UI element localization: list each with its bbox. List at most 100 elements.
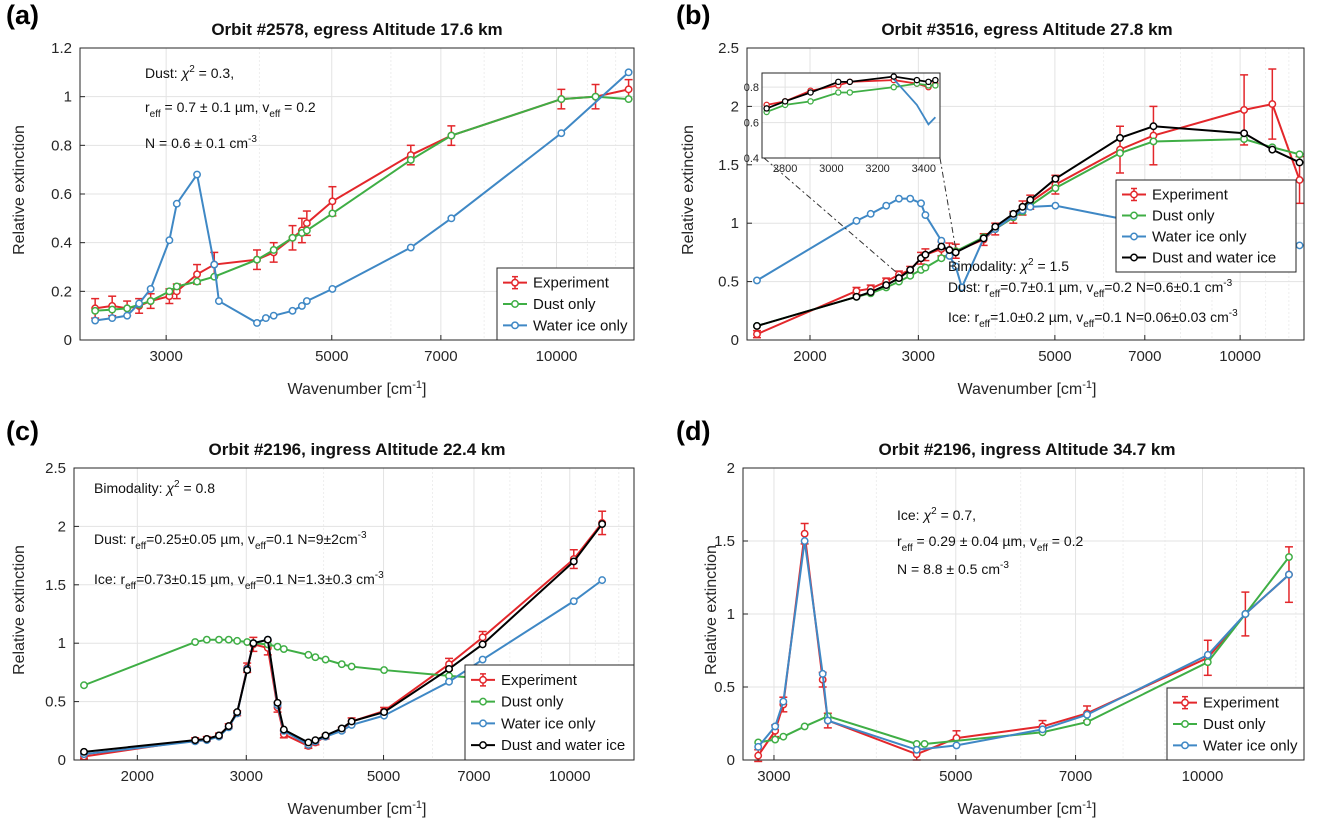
y-tick-label: 1 [731, 215, 739, 232]
x-tick-label: 3000 [230, 768, 263, 785]
panel-d: (d) Orbit #2196, ingress Altitude 34.7 k… [676, 416, 1305, 818]
data-point [800, 722, 809, 731]
data-point [800, 537, 809, 545]
y-tick-label: 1 [58, 635, 66, 652]
data-point [624, 85, 633, 94]
series-water-ice-only [754, 537, 1293, 754]
data-point [406, 155, 415, 164]
data-point [91, 306, 100, 315]
data-point [273, 642, 282, 651]
legend-entry: Experiment [1152, 187, 1229, 204]
data-point [1285, 570, 1293, 579]
data-point [753, 330, 761, 339]
data-point [920, 739, 929, 748]
data-point [91, 316, 100, 325]
data-point [1285, 553, 1293, 562]
data-point [1268, 100, 1277, 109]
panel-b-annotation: Bimodality: χ2 = 1.5 Dust: reff=0.7±0.1 … [948, 257, 1238, 330]
data-point [279, 725, 288, 734]
legend-entry: Water ice only [1203, 737, 1298, 754]
data-point [895, 194, 903, 203]
plot-frame [746, 47, 1305, 341]
data-point [233, 708, 242, 717]
inset-point [913, 76, 921, 84]
data-point [269, 246, 278, 254]
panel-b-label: (b) [676, 0, 710, 30]
legend-marker [511, 321, 519, 330]
data-point [123, 311, 132, 320]
inset-point [835, 89, 842, 96]
y-tick-label: 2 [731, 98, 739, 115]
legend-marker [1130, 211, 1138, 220]
data-point [557, 129, 566, 138]
data-point [598, 520, 607, 529]
inset-border [761, 72, 941, 159]
data-point [951, 262, 960, 271]
data-point [852, 292, 861, 301]
data-point [445, 664, 453, 673]
data-point [753, 276, 761, 285]
data-point [172, 282, 181, 291]
data-point [779, 697, 788, 706]
legend-marker [479, 697, 487, 706]
panel-a-axes: 3000 5000 7000 10000 0 0.2 0.4 0.6 0.8 1 1.2 [51, 40, 635, 365]
legend-entry: Dust and water ice [1152, 250, 1276, 267]
data-point [297, 301, 306, 310]
panel-a-ann-reff: reff = 0.7 ± 0.1 µm, veff = 0.2 [145, 99, 316, 120]
panel-a: (a) Orbit #2578, egress Altitude 17.6 km… [6, 0, 635, 398]
inset-y-tick-label: 0.8 [744, 82, 759, 94]
data-point [1026, 202, 1035, 211]
data-point [215, 731, 223, 740]
legend-entry: Dust only [501, 694, 564, 711]
inset-x-tick-label: 3400 [912, 163, 936, 175]
inset-point [846, 78, 854, 86]
legend-marker [479, 675, 487, 684]
panel-c-annotation: Bimodality: χ2 = 0.8 Dust: reff=0.25±0.0… [94, 479, 384, 592]
panel-c-legend: Experiment Dust only Water ice only Dust an… [464, 664, 635, 761]
panel-b-inset: 2800 3000 3200 3400 0.4 0.6 0.8 [744, 72, 957, 275]
data-point [569, 557, 578, 566]
x-tick-label: 3000 [902, 348, 935, 365]
data-point [921, 263, 930, 272]
y-tick-label: 2.5 [45, 460, 66, 477]
data-point [945, 246, 954, 255]
legend-entry: Dust only [1203, 716, 1266, 733]
panel-d-ylabel: Relative extinction [703, 545, 720, 675]
data-point [1051, 184, 1060, 193]
data-point [191, 736, 200, 745]
data-point [906, 265, 915, 274]
data-point [1116, 149, 1124, 158]
panel-c-xlabel: Wavenumber [cm-1] [287, 799, 426, 818]
data-point [866, 209, 875, 218]
data-point [1009, 209, 1018, 218]
data-point [380, 708, 389, 717]
data-point [1241, 610, 1250, 618]
y-tick-label: 1.5 [45, 577, 66, 594]
data-point [302, 219, 311, 228]
data-point [866, 288, 875, 297]
data-point [304, 738, 313, 747]
data-point [347, 717, 356, 726]
data-point [249, 639, 258, 648]
data-point [273, 698, 282, 707]
data-point [779, 732, 788, 741]
inset-point [781, 98, 789, 105]
inset-point [835, 78, 842, 86]
data-point [123, 304, 132, 313]
data-point [917, 199, 925, 208]
y-tick-label: 1 [64, 89, 72, 106]
panel-c: (c) Orbit #2196, ingress Altitude 22.4 k… [6, 416, 635, 818]
x-tick-label: 3000 [757, 768, 790, 785]
panel-d-ann-ice: Ice: χ2 = 0.7, [897, 506, 976, 523]
y-tick-label: 0 [727, 752, 735, 769]
data-point [1116, 133, 1124, 142]
data-point [979, 234, 988, 243]
inset-point [807, 89, 814, 96]
data-point [991, 222, 1000, 231]
data-point [921, 250, 930, 259]
x-tick-label: 7000 [457, 768, 490, 785]
series-water-ice-only [91, 68, 633, 327]
inset-line [890, 75, 937, 126]
data-point [165, 287, 174, 296]
data-point [210, 260, 219, 269]
